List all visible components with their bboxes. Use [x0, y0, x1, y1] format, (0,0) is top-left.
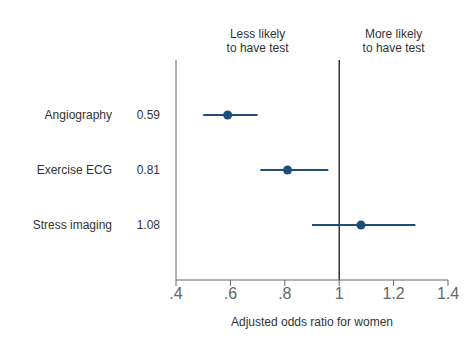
svg-text:.6: .6: [224, 285, 237, 302]
svg-text:0.59: 0.59: [137, 108, 161, 122]
svg-text:1.2: 1.2: [382, 285, 404, 302]
svg-text:Less likelyto have test: Less likelyto have test: [227, 27, 290, 55]
svg-text:Stress imaging: Stress imaging: [33, 218, 112, 232]
svg-text:Exercise ECG: Exercise ECG: [37, 163, 112, 177]
svg-text:.8: .8: [278, 285, 291, 302]
svg-text:1.4: 1.4: [437, 285, 459, 302]
svg-text:1: 1: [335, 285, 344, 302]
svg-text:More likelyto have test: More likelyto have test: [363, 27, 426, 55]
svg-text:Angiography: Angiography: [45, 108, 112, 122]
svg-text:.4: .4: [169, 285, 182, 302]
svg-text:1.08: 1.08: [137, 218, 161, 232]
svg-text:Adjusted odds ratio for women: Adjusted odds ratio for women: [231, 315, 393, 329]
svg-text:0.81: 0.81: [137, 163, 161, 177]
